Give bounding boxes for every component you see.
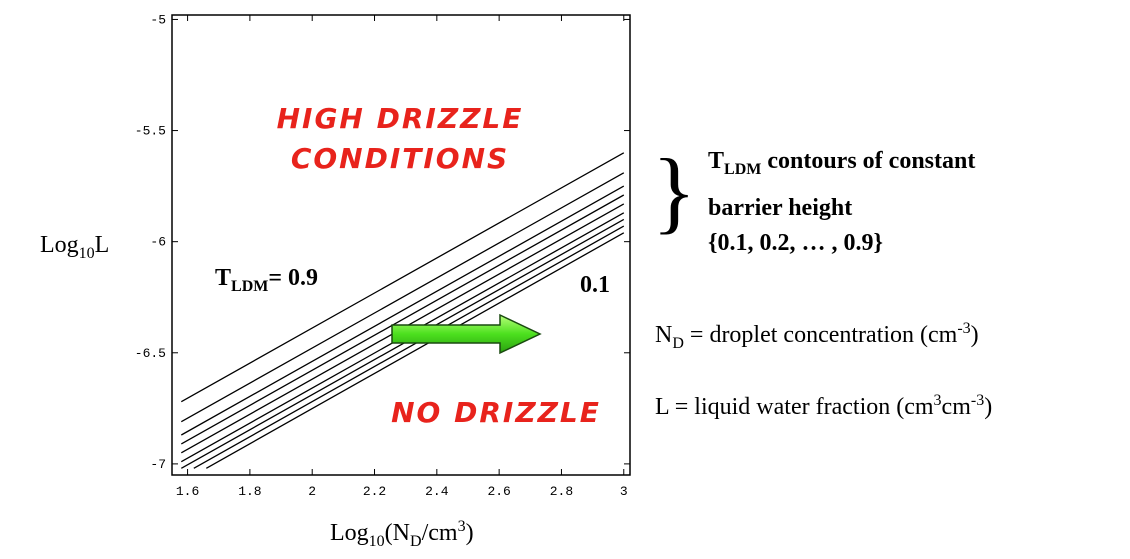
note: ND = droplet concentration (cm-3)	[655, 320, 979, 352]
arrow	[391, 313, 542, 355]
x-tick-label: 1.8	[238, 484, 261, 499]
y-tick-label: -6	[150, 235, 166, 250]
contour-line	[180, 218, 625, 469]
plot-frame	[171, 14, 631, 476]
x-tick-label: 2.4	[425, 484, 449, 499]
contour-label: 0.1	[580, 272, 610, 298]
y-tick-label: -5.5	[135, 124, 166, 139]
note: {0.1, 0.2, … , 0.9}	[708, 230, 883, 256]
x-tick-label: 2	[308, 484, 316, 499]
contour-line	[180, 194, 625, 445]
x-tick-label: 1.6	[176, 484, 199, 499]
contour-line	[193, 225, 625, 469]
contour-line	[180, 172, 625, 423]
y-tick-label: -5	[150, 12, 166, 27]
x-tick-label: 2.8	[550, 484, 573, 499]
note: TLDM contours of constant	[708, 148, 975, 178]
note: barrier height	[708, 195, 852, 221]
x-axis-label: Log10(ND/cm3)	[330, 518, 474, 550]
brace: }	[652, 140, 696, 242]
annotation: CONDITIONS	[291, 142, 509, 175]
contour-line	[180, 152, 625, 403]
x-tick-label: 2.2	[363, 484, 386, 499]
x-tick-label: 2.6	[487, 484, 510, 499]
y-tick-label: -6.5	[135, 346, 166, 361]
y-axis-label: Log10L	[40, 232, 109, 262]
contour-line	[180, 185, 625, 436]
annotation: HIGH DRIZZLE	[277, 102, 524, 135]
annotation: NO DRIZZLE	[391, 396, 601, 429]
x-tick-label: 3	[620, 484, 628, 499]
contour-line	[205, 232, 625, 469]
note: L = liquid water fraction (cm3cm-3)	[655, 392, 992, 420]
contour-label: TLDM= 0.9	[215, 265, 318, 295]
y-tick-label: -7	[150, 457, 166, 472]
